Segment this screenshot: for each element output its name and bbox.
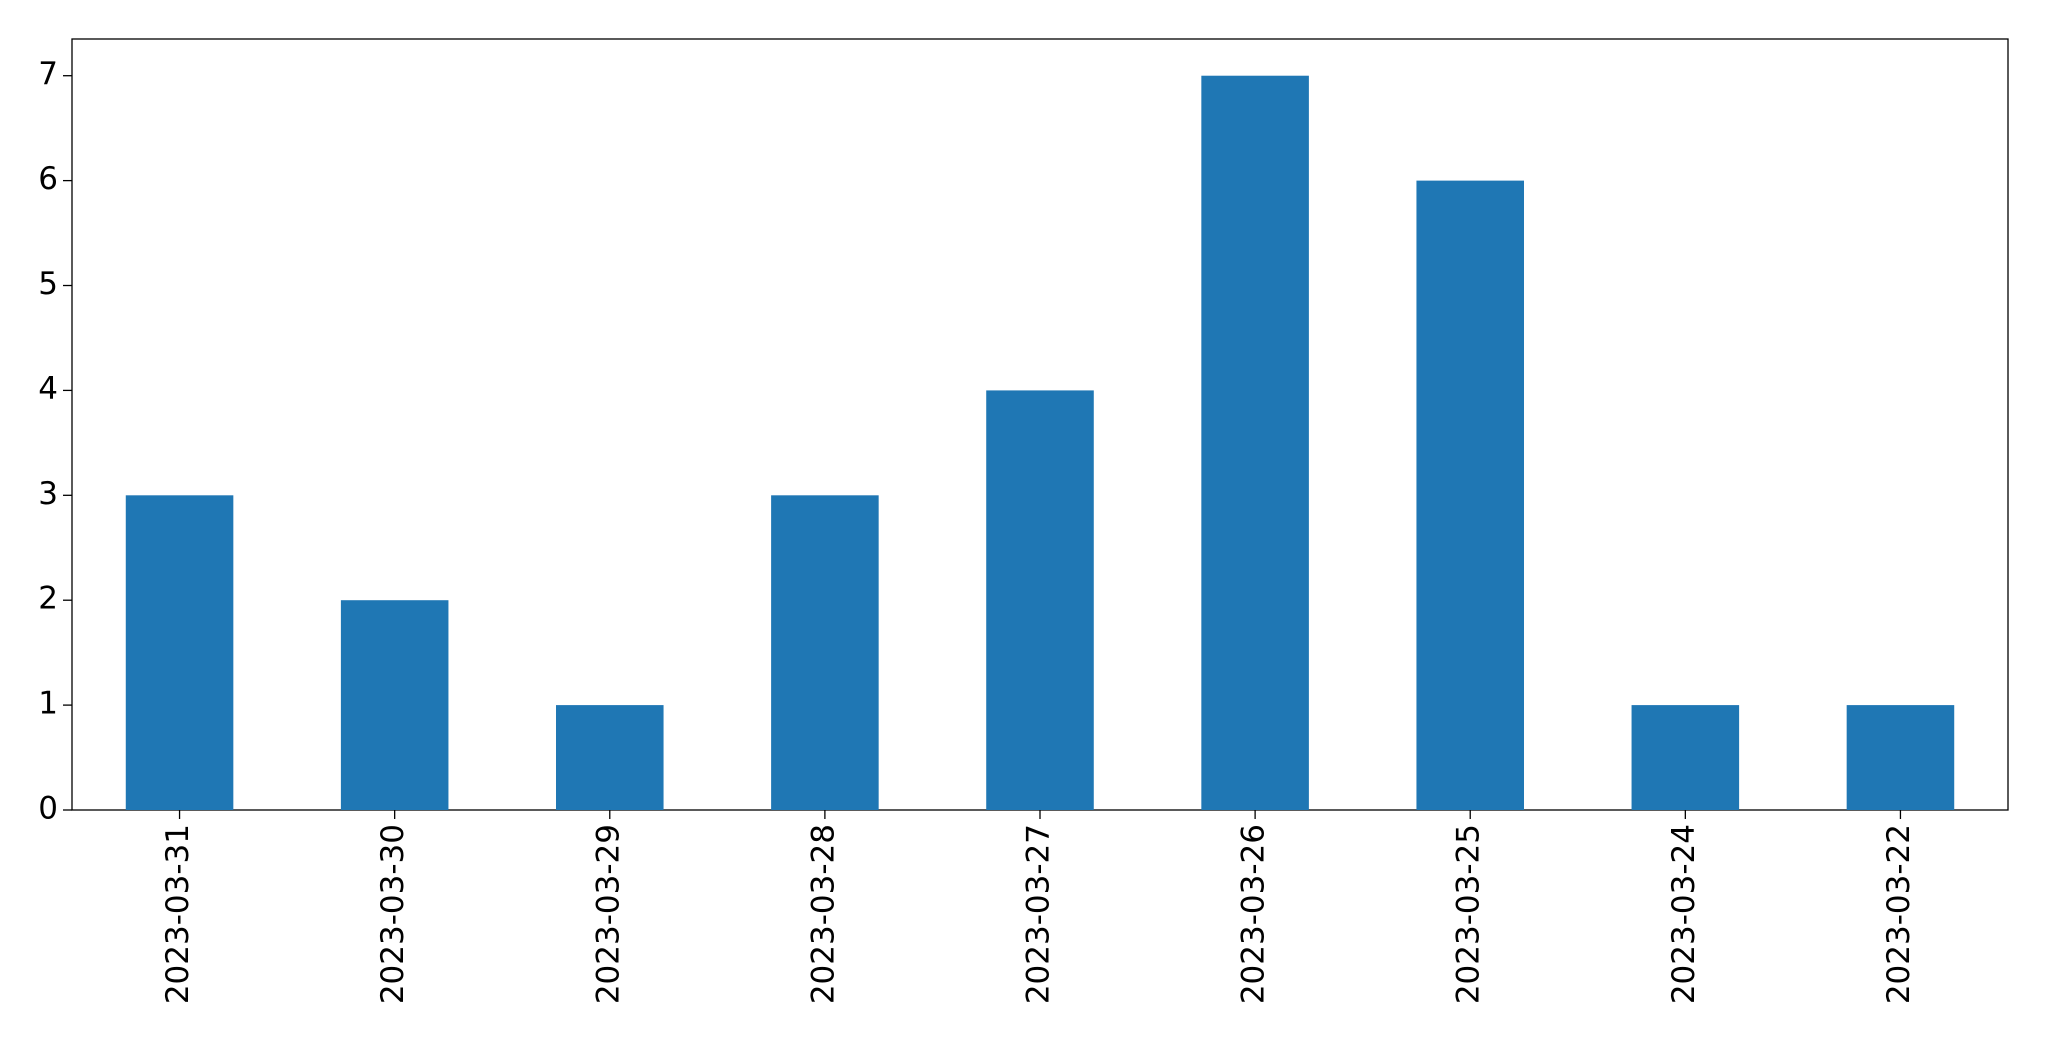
bar xyxy=(340,600,449,810)
bar xyxy=(1416,180,1524,810)
y-tick-label: 6 xyxy=(38,161,58,197)
y-tick-label: 2 xyxy=(38,581,58,617)
x-tick-label: 2023-03-22 xyxy=(1881,824,1917,1004)
y-tick-label: 7 xyxy=(38,56,58,92)
x-tick-label: 2023-03-30 xyxy=(375,824,411,1004)
y-tick-label: 5 xyxy=(38,266,58,302)
x-tick-label: 2023-03-24 xyxy=(1666,824,1702,1004)
y-tick-label: 0 xyxy=(38,791,58,827)
bar xyxy=(771,495,879,810)
bar xyxy=(986,390,1094,810)
y-tick-label: 4 xyxy=(38,371,58,407)
x-tick-label: 2023-03-29 xyxy=(590,824,626,1004)
bar xyxy=(1201,75,1309,810)
bar xyxy=(556,705,664,810)
x-tick-label: 2023-03-26 xyxy=(1236,824,1272,1004)
y-tick-label: 1 xyxy=(38,686,58,722)
y-tick-label: 3 xyxy=(38,476,58,512)
bar xyxy=(1631,705,1740,810)
x-tick-label: 2023-03-27 xyxy=(1021,824,1057,1004)
x-tick-label: 2023-03-31 xyxy=(160,824,196,1004)
bar xyxy=(125,495,234,810)
bar xyxy=(1846,705,1955,810)
x-tick-label: 2023-03-28 xyxy=(805,824,841,1004)
x-tick-label: 2023-03-25 xyxy=(1451,824,1487,1004)
